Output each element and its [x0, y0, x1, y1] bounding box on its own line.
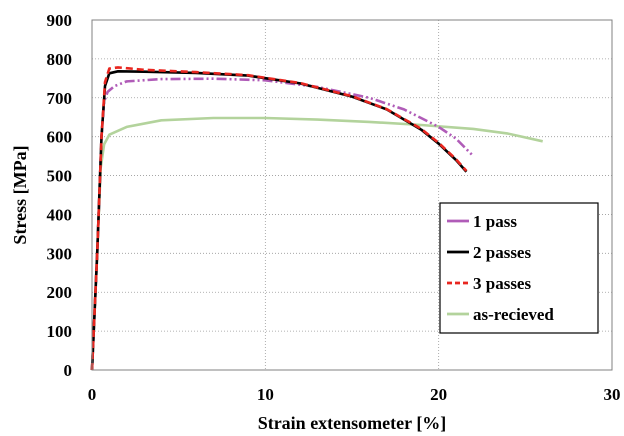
y-tick-label: 0 — [64, 361, 73, 380]
legend-label: 3 passes — [473, 274, 531, 293]
y-tick-label: 600 — [47, 128, 73, 147]
grid-lines — [92, 20, 612, 370]
series-line-2-passes — [90, 70, 468, 371]
x-tick-labels: 0 10 20 30 — [88, 385, 621, 404]
y-tick-label: 800 — [47, 50, 73, 69]
plot-area-frame — [91, 19, 613, 371]
x-axis-title: Strain extensometer [%] — [258, 413, 447, 433]
y-tick-label: 900 — [47, 11, 73, 30]
x-tick-label: 20 — [430, 385, 447, 404]
y-tick-label: 700 — [47, 89, 73, 108]
legend-box — [439, 202, 599, 334]
y-axis-title: Stress [MPa] — [10, 145, 30, 244]
y-tick-label: 400 — [47, 205, 73, 224]
series-line-1-pass — [90, 77, 475, 371]
x-tick-label: 0 — [88, 385, 97, 404]
x-tick-label: 10 — [257, 385, 274, 404]
y-tick-label: 100 — [47, 322, 73, 341]
legend-label: 2 passes — [473, 243, 531, 262]
series-lines — [90, 66, 543, 371]
legend-label: as-recieved — [473, 305, 554, 324]
y-tick-label: 500 — [47, 167, 73, 186]
legend-label: 1 pass — [473, 212, 517, 231]
legend: 1 pass 2 passes 3 passes as-recieved — [439, 202, 599, 334]
y-tick-label: 300 — [47, 244, 73, 263]
y-tick-labels: 0 100 200 300 400 500 600 700 800 900 — [47, 11, 73, 380]
x-tick-label: 30 — [604, 385, 621, 404]
y-tick-label: 200 — [47, 283, 73, 302]
